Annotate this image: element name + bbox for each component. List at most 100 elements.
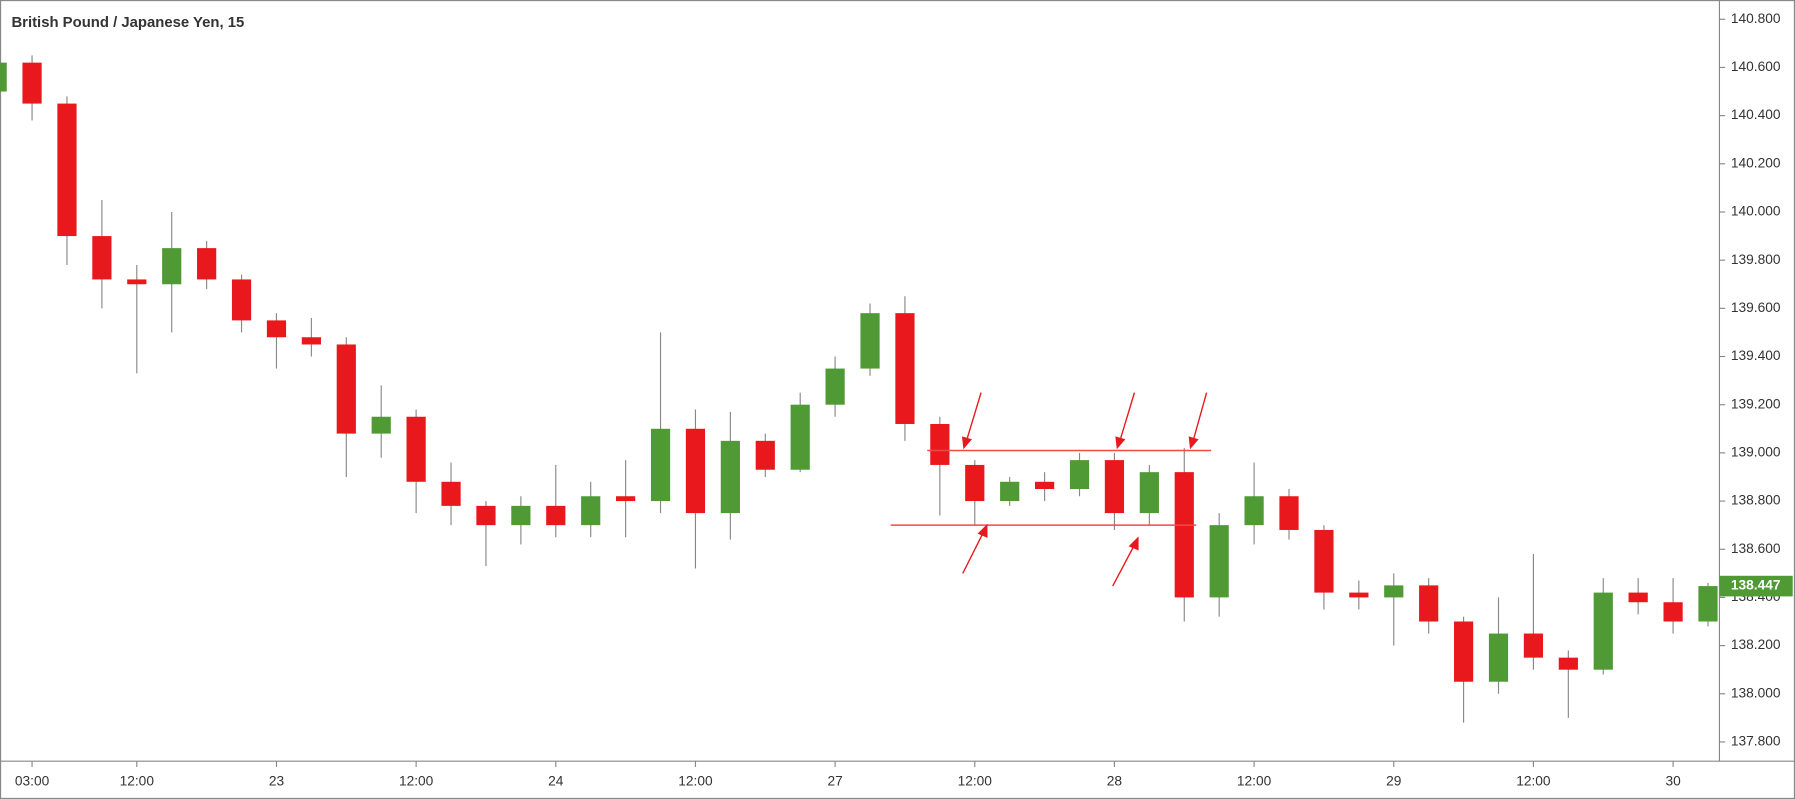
candle — [441, 462, 461, 526]
candle-body — [92, 236, 112, 280]
candle-body — [197, 248, 217, 280]
y-tick-label: 140.600 — [1731, 59, 1781, 74]
y-tick-label: 138.800 — [1731, 493, 1781, 508]
candle-body — [1244, 496, 1264, 526]
candle-body — [1104, 460, 1125, 514]
candle-body — [1488, 633, 1509, 682]
y-tick-label: 139.200 — [1731, 396, 1781, 411]
candle — [1279, 489, 1299, 540]
candle — [860, 303, 880, 376]
plot-area — [0, 55, 1718, 723]
candle — [1139, 464, 1159, 526]
candle — [1174, 448, 1194, 622]
candle — [965, 460, 985, 526]
arrow-head — [1128, 536, 1139, 551]
candle-body — [1035, 481, 1055, 490]
candle — [301, 317, 321, 357]
candle-body — [790, 404, 810, 470]
x-tick-label: 30 — [1665, 773, 1681, 788]
candle — [1000, 476, 1020, 506]
candle — [755, 433, 775, 477]
arrow-head — [961, 436, 972, 450]
candle — [581, 481, 601, 538]
candle-body — [162, 248, 182, 285]
candle-body — [1279, 496, 1299, 530]
candle — [1035, 472, 1055, 502]
x-tick-label: 12:00 — [399, 773, 434, 788]
candle-body — [22, 62, 42, 104]
candle — [616, 460, 636, 538]
candle-body — [581, 496, 601, 526]
candle — [0, 62, 7, 92]
x-tick-label: 12:00 — [678, 773, 713, 788]
y-tick-label: 140.800 — [1731, 11, 1781, 26]
candle-body — [930, 423, 950, 465]
x-tick-label: 23 — [269, 773, 285, 788]
candle — [1209, 513, 1229, 617]
candle — [1314, 525, 1334, 610]
candle — [1558, 650, 1578, 718]
candle — [336, 337, 356, 477]
candle-body — [1453, 621, 1474, 682]
candle — [371, 385, 391, 458]
candle — [162, 211, 182, 333]
candle-body — [336, 344, 356, 434]
candle — [895, 296, 915, 441]
candle-body — [1314, 529, 1334, 593]
candle — [1384, 573, 1404, 646]
y-tick-label: 139.600 — [1731, 300, 1781, 315]
candle-body — [895, 313, 915, 424]
y-tick-label: 138.200 — [1731, 637, 1781, 652]
candle-body — [720, 440, 740, 514]
candle — [476, 501, 496, 567]
arrow — [962, 531, 984, 574]
candle-body — [1419, 585, 1439, 622]
candle — [1349, 580, 1369, 610]
candle — [406, 409, 426, 514]
candle-body — [1628, 592, 1648, 603]
arrow — [1112, 544, 1136, 587]
candle — [92, 199, 112, 309]
arrow-head — [1115, 436, 1126, 450]
candle — [266, 313, 287, 369]
arrow — [965, 392, 982, 443]
candle-body — [1349, 592, 1369, 598]
candle — [1069, 452, 1090, 497]
candle — [231, 274, 252, 333]
candle-body — [1663, 602, 1683, 622]
y-tick-label: 139.800 — [1731, 252, 1781, 267]
y-tick-label: 138.000 — [1731, 685, 1781, 700]
candle — [546, 464, 566, 538]
candle — [57, 96, 77, 265]
candle-body — [650, 428, 671, 502]
candle — [22, 55, 42, 121]
arrow-head — [977, 523, 988, 538]
chart-title: British Pound / Japanese Yen, 15 — [11, 15, 244, 31]
candle-body — [860, 313, 880, 369]
candle — [790, 392, 810, 473]
candle-body — [825, 368, 845, 405]
candle — [720, 411, 740, 540]
candle-body — [755, 440, 775, 470]
candle — [650, 332, 671, 514]
candle-body — [231, 279, 252, 321]
y-tick-label: 137.800 — [1731, 734, 1781, 749]
candle-body — [266, 320, 287, 338]
y-tick-label: 139.400 — [1731, 348, 1781, 363]
last-price-label: 138.447 — [1731, 578, 1781, 593]
y-tick-label: 139.000 — [1731, 445, 1781, 460]
candle-body — [127, 279, 147, 285]
candle — [1523, 554, 1544, 670]
candle-body — [1139, 472, 1159, 514]
x-tick-label: 03:00 — [15, 773, 50, 788]
candle — [511, 496, 531, 545]
candle — [1244, 462, 1264, 545]
candle — [1419, 578, 1439, 634]
x-tick-label: 12:00 — [1516, 773, 1551, 788]
candle — [1104, 452, 1125, 530]
candle-body — [406, 416, 426, 482]
candle — [1453, 616, 1474, 723]
x-tick-label: 12:00 — [958, 773, 993, 788]
x-tick-label: 12:00 — [1237, 773, 1272, 788]
